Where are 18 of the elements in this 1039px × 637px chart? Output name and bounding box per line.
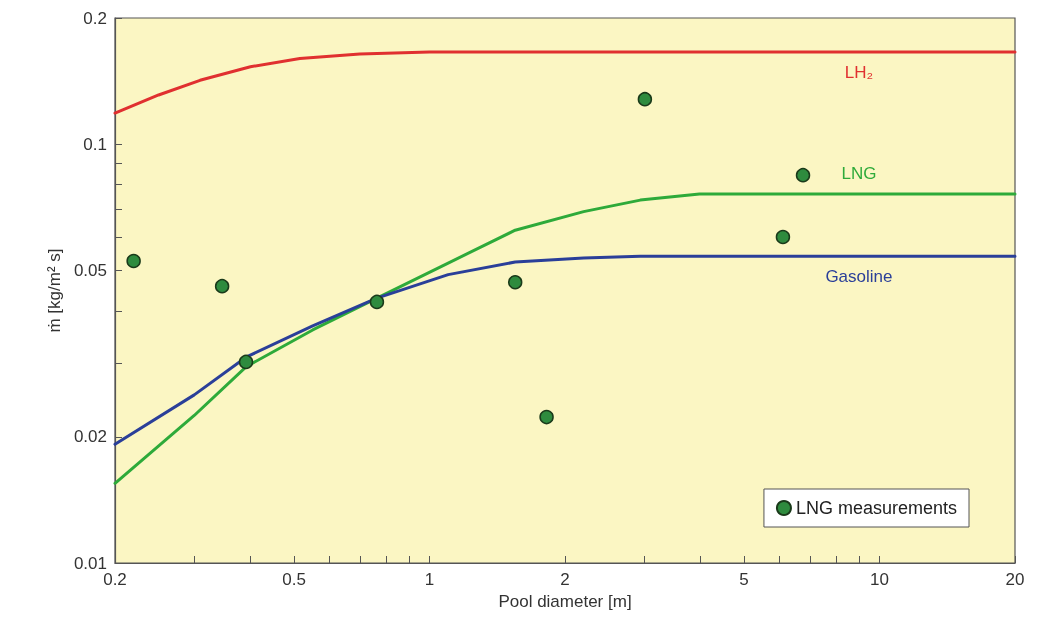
x-tick-label: 20 <box>1005 570 1025 589</box>
series-label: Gasoline <box>825 267 893 287</box>
x-tick-label: 5 <box>739 570 749 589</box>
x-tick-label: 1 <box>424 570 435 589</box>
y-tick-label: 0.1 <box>83 134 107 154</box>
x-tick-label: 0.5 <box>282 570 306 589</box>
legend-label: LNG measurements <box>795 498 957 518</box>
x-tick-label: 0.2 <box>103 570 127 589</box>
y-tick-label: 0.02 <box>73 427 107 447</box>
x-axis-title: Pool diameter [m] <box>498 592 632 611</box>
y-tick-label: 0.2 <box>83 8 107 28</box>
y-tick-label: 0.05 <box>73 260 107 280</box>
x-tick-label: 10 <box>870 570 889 589</box>
y-tick-label: 0.01 <box>73 553 107 573</box>
y-axis-title: ṁ [kg/m² s] <box>45 248 64 333</box>
series-label: LNG <box>841 164 877 184</box>
series-label: LH₂ <box>844 62 874 82</box>
x-tick-label: 2 <box>560 570 570 589</box>
